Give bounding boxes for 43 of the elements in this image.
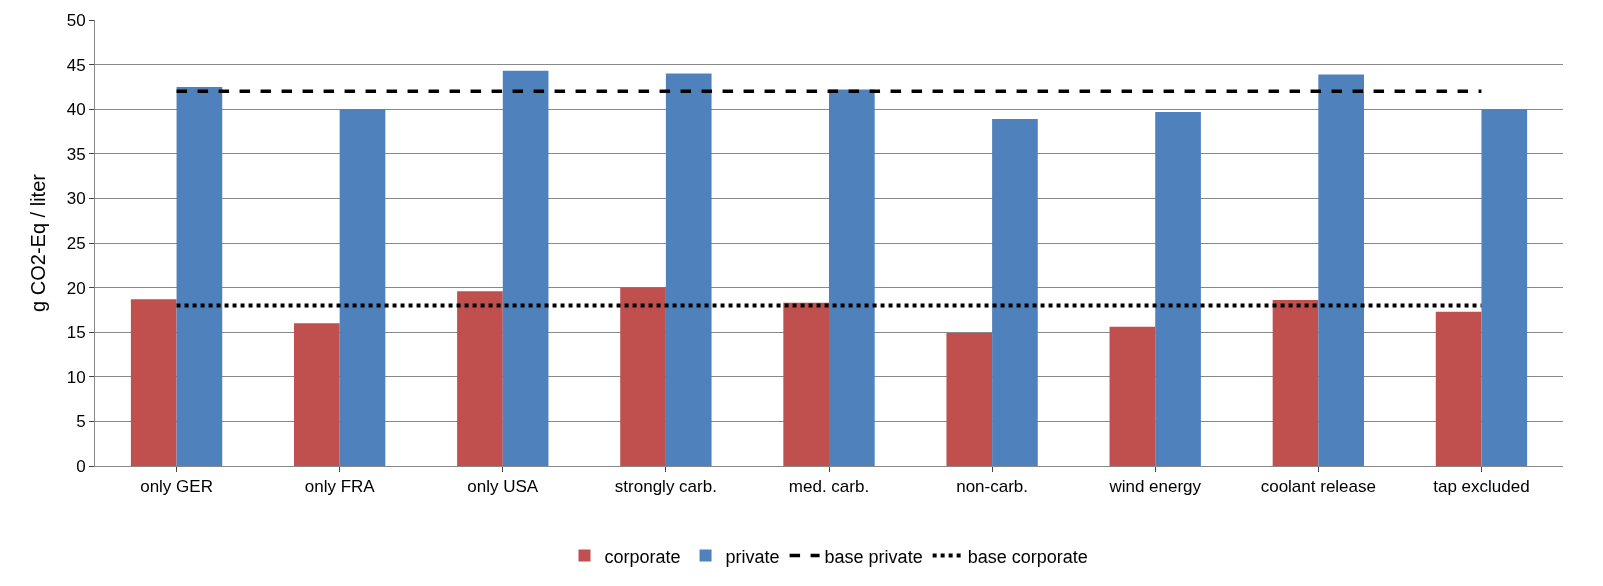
bar (783, 302, 829, 466)
bar (1435, 311, 1482, 466)
y-tick-label: 45 (66, 55, 86, 75)
y-tick-label: 40 (66, 100, 86, 120)
bar (829, 89, 875, 466)
legend-label: base private (824, 546, 923, 567)
bar (1109, 326, 1156, 466)
y-axis-title: g CO2-Eq / liter (27, 173, 50, 312)
y-tick-label: 15 (66, 323, 86, 343)
x-tick-label: coolant release (1260, 477, 1376, 497)
y-tick-label: 25 (66, 233, 86, 253)
x-tick-label: only USA (467, 477, 539, 497)
bar (1481, 109, 1528, 466)
bar (620, 287, 666, 466)
legend-label: private (725, 546, 780, 567)
bar (176, 86, 223, 466)
bar (502, 70, 549, 466)
bar (294, 323, 340, 466)
x-tick-label: only FRA (304, 477, 376, 497)
x-tick-label: non-carb. (956, 477, 1029, 497)
y-tick-label: 0 (76, 456, 86, 476)
y-tick-label: 10 (66, 367, 86, 387)
legend-label: base corporate (967, 546, 1088, 567)
x-tick-label: strongly carb. (614, 477, 717, 497)
bar (130, 299, 177, 466)
x-tick-label: tap excluded (1433, 477, 1530, 497)
bar (946, 333, 993, 466)
y-tick-label: 35 (66, 144, 86, 164)
legend-label: corporate (604, 546, 681, 567)
bar (665, 73, 712, 466)
y-tick-label: 5 (76, 412, 86, 432)
y-tick-label: 50 (66, 10, 86, 30)
x-tick-label: med. carb. (788, 477, 870, 497)
x-tick-label: wind energy (1108, 477, 1202, 497)
bar (1272, 300, 1319, 466)
bar (1318, 74, 1364, 466)
bar (1155, 111, 1201, 466)
bar (339, 109, 386, 466)
bar (457, 291, 503, 466)
y-tick-label: 30 (66, 189, 86, 209)
bar (992, 119, 1038, 466)
y-tick-label: 20 (66, 278, 86, 298)
x-tick-label: only GER (140, 477, 213, 497)
